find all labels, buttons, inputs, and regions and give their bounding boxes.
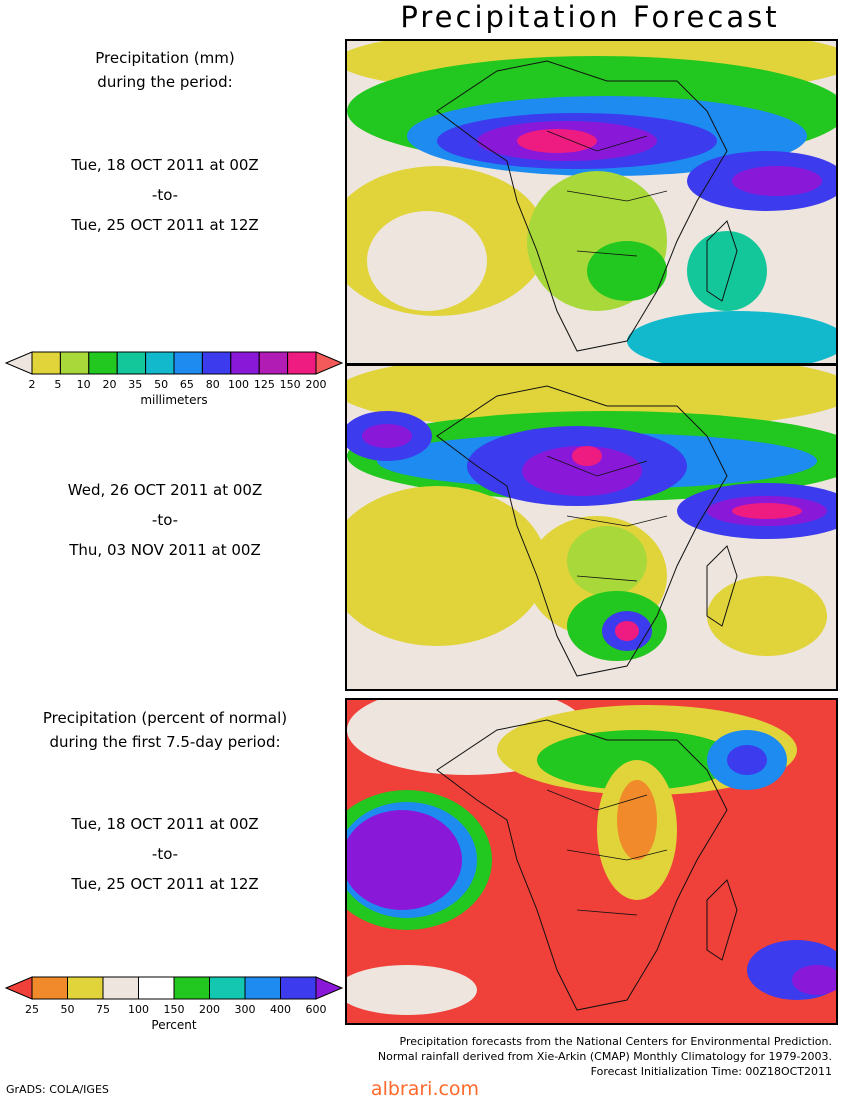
- footer-line3: Forecast Initialization Time: 00Z18OCT20…: [590, 1065, 832, 1078]
- pct-scale-tick-label: 150: [164, 1003, 185, 1016]
- panel1-end: Tue, 25 OCT 2011 at 12Z: [71, 216, 259, 234]
- mm-scale-tick-label: 35: [128, 378, 142, 391]
- pct-scale-tick-label: 100: [128, 1003, 149, 1016]
- pct-scale-tick-label: 50: [61, 1003, 75, 1016]
- map-panel-3: [345, 698, 838, 1025]
- mm-scale-swatch: [145, 351, 175, 375]
- pct-scale-swatch: [67, 976, 104, 1000]
- pct-scale-swatch-high: [315, 976, 344, 1000]
- panel2-to: -to-: [151, 511, 179, 529]
- panel3-end: Tue, 25 OCT 2011 at 12Z: [71, 875, 259, 893]
- pct-scale-swatch: [280, 976, 317, 1000]
- mm-scale-swatch-high: [315, 351, 344, 375]
- mm-scale-tick-label: 50: [154, 378, 168, 391]
- mm-color-scale: 2 5 10 20 35 50 65 80 100 125 150 200 millimeters: [4, 351, 344, 407]
- mm-scale-tick-label: 20: [102, 378, 116, 391]
- mm-scale-swatch-low: [4, 351, 33, 375]
- page-title: Precipitation Forecast: [400, 0, 780, 34]
- mm-scale-swatch: [201, 351, 232, 375]
- panel3-header: Precipitation (percent of normal) during…: [0, 706, 330, 754]
- percent-color-scale: 25 50 75 100 150 200 300 400 600 Percent: [4, 976, 344, 1032]
- panel1-header-line1: Precipitation (mm): [95, 49, 235, 67]
- panel1-header: Precipitation (mm) during the period:: [0, 46, 330, 94]
- pct-scale-swatch: [173, 976, 210, 1000]
- panel3-period: Tue, 18 OCT 2011 at 00Z -to- Tue, 25 OCT…: [0, 809, 330, 899]
- panel3-header-line1: Precipitation (percent of normal): [42, 709, 288, 727]
- panel1-to: -to-: [151, 186, 179, 204]
- panel1-period: Tue, 18 OCT 2011 at 00Z -to- Tue, 25 OCT…: [0, 150, 330, 240]
- mm-scale-swatch: [116, 351, 147, 375]
- mm-scale-tick-label: 10: [77, 378, 91, 391]
- pct-scale-swatch: [31, 976, 68, 1000]
- footer-line2: Normal rainfall derived from Xie-Arkin (…: [377, 1050, 832, 1063]
- mm-scale-tick-label: 200: [306, 378, 327, 391]
- map-panel-1: [345, 39, 838, 365]
- panel3-to: -to-: [151, 845, 179, 863]
- mm-scale-tick-label: 125: [254, 378, 275, 391]
- mm-scale-swatch: [59, 351, 90, 375]
- footer-line1: Precipitation forecasts from the Nationa…: [399, 1035, 833, 1048]
- mm-scale-swatch: [287, 351, 317, 375]
- mm-scale-tick-label: 150: [280, 378, 301, 391]
- pct-scale-tick-label: 300: [235, 1003, 256, 1016]
- mm-scale-swatch: [230, 351, 260, 375]
- pct-scale-swatch: [209, 976, 246, 1000]
- mm-scale-tick-label: 2: [29, 378, 36, 391]
- pct-scale-tick-label: 200: [199, 1003, 220, 1016]
- pct-scale-swatch: [102, 976, 139, 1000]
- panel2-start: Wed, 26 OCT 2011 at 00Z: [67, 481, 263, 499]
- footer-notes: Precipitation forecasts from the Nationa…: [378, 1034, 832, 1079]
- pct-scale-tick-label: 75: [96, 1003, 110, 1016]
- panel3-start: Tue, 18 OCT 2011 at 00Z: [71, 815, 259, 833]
- map-panel-2: [345, 364, 838, 691]
- pct-scale-swatch: [244, 976, 281, 1000]
- grads-credit: GrADS: COLA/IGES: [6, 1083, 109, 1096]
- mm-scale-swatch: [31, 351, 61, 375]
- panel1-header-line2: during the period:: [97, 73, 233, 91]
- pct-scale-swatch-low: [4, 976, 33, 1000]
- watermark: albrari.com: [370, 1078, 480, 1100]
- mm-scale-tick-label: 100: [228, 378, 249, 391]
- pct-scale-unit-label: Percent: [151, 1018, 196, 1032]
- panel2-end: Thu, 03 NOV 2011 at 00Z: [69, 541, 261, 559]
- mm-scale-swatch: [258, 351, 289, 375]
- pct-scale-tick-label: 25: [25, 1003, 39, 1016]
- panel3-header-line2: during the first 7.5-day period:: [49, 733, 281, 751]
- pct-scale-tick-label: 400: [270, 1003, 291, 1016]
- mm-scale-swatch: [173, 351, 203, 375]
- panel1-start: Tue, 18 OCT 2011 at 00Z: [71, 156, 259, 174]
- mm-scale-tick-label: 5: [54, 378, 61, 391]
- pct-scale-tick-label: 600: [306, 1003, 327, 1016]
- mm-scale-swatch: [88, 351, 118, 375]
- mm-scale-tick-label: 80: [206, 378, 220, 391]
- mm-scale-unit-label: millimeters: [140, 393, 207, 407]
- mm-scale-tick-label: 65: [180, 378, 194, 391]
- pct-scale-swatch: [138, 976, 175, 1000]
- panel2-period: Wed, 26 OCT 2011 at 00Z -to- Thu, 03 NOV…: [0, 475, 330, 565]
